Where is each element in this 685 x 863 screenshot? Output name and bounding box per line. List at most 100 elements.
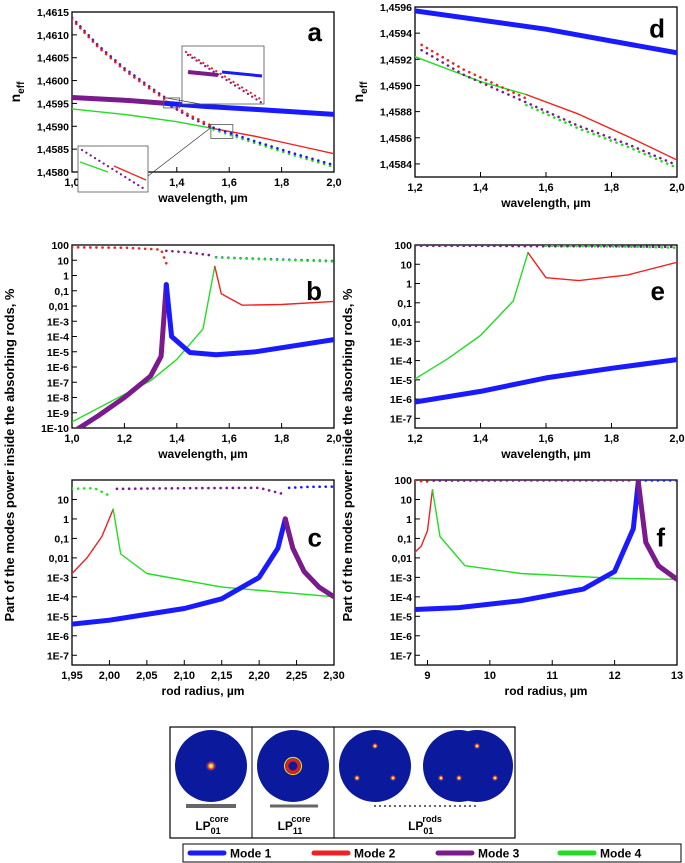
x-tick-label-a: 1,0 [64, 177, 79, 189]
chart-panel-b: 1,0 1,2 1,4 1,6 1,8 2,0 1E-10 1E-9 1E-8 1E-7 1E-6 1… [41, 240, 342, 461]
y-tick-label-b: 1E-5 [47, 347, 69, 359]
chart-panel-e: 1,2 1,4 1,6 1,8 2,0 1E-7 1E-6 1E-5 1E-4 1E-3 0,01 0… [390, 240, 685, 461]
x-tick-label-e: 1,4 [473, 433, 489, 445]
y-tick-label-e: 1 [406, 279, 412, 291]
y-tick-label-f: 0,1 [397, 533, 412, 545]
x-tick-label-b: 1,4 [169, 433, 185, 445]
x-axis-label-c: rod radius, µm [162, 684, 245, 698]
y-tick-label-d: 1,4592 [380, 54, 412, 66]
y-tick-label-b: 10 [57, 255, 69, 267]
series-line-d-mode-1 [415, 8, 677, 56]
y-tick-label-b: 100 [51, 240, 69, 252]
plot-frame-f [414, 479, 678, 666]
series-line-e-mode-1 [415, 357, 677, 405]
series-line-a-mode-2 [72, 17, 168, 102]
y-tick-label-c: 1 [63, 514, 69, 526]
series-line-f-mode-1 [415, 480, 641, 612]
series-line-a-mode-2 [212, 127, 334, 155]
mode-profile-spot [372, 743, 378, 749]
y-tick-label-c: 0,1 [54, 533, 69, 545]
x-tick-label-b: 1,6 [222, 433, 237, 445]
x-tick-label-e: 1,6 [538, 433, 553, 445]
y-tick-label-b: 1E-10 [41, 423, 69, 435]
x-axis-label-b: wavelength, µm [157, 447, 248, 461]
series-line-e-mode-3 [415, 245, 677, 249]
shared-y-axis-title: Part of the modes power inside the absor… [2, 288, 17, 621]
x-tick-label-c: 1,95 [61, 670, 82, 682]
series-line-d-mode-2 [420, 43, 528, 100]
inset-pointer-2 [147, 127, 212, 177]
chart-panel-f: 9 10 11 12 13 1E-7 1E-6 1E-5 1E-4 1E-3 0,01 0,1 1 10 1… [390, 475, 683, 698]
legend-label-2: Mode 2 [354, 847, 396, 861]
series-line-e-mode-4 [544, 245, 677, 249]
y-tick-label-b: 1E-6 [47, 362, 69, 374]
y-tick-label-f: 0,01 [392, 553, 413, 565]
inset-1-mode-1 [221, 70, 263, 78]
mode-profile-spot [492, 775, 498, 781]
x-tick-label-f: 10 [484, 670, 496, 682]
series-line-c-mode-1 [287, 485, 334, 490]
y-tick-label-a: 1,4615 [37, 7, 69, 19]
y-tick-label-e: 1E-4 [390, 356, 412, 368]
series-line-c-mode-4 [112, 508, 334, 598]
x-tick-label-a: 1,8 [274, 177, 289, 189]
y-tick-label-e: 1E-5 [390, 375, 412, 387]
x-tick-label-d: 2,0 [669, 182, 684, 194]
mode-profile-spot [438, 775, 444, 781]
zoom-marker-1 [163, 97, 181, 109]
y-tick-label-b: 1E-8 [47, 393, 69, 405]
legend-label-3: Mode 3 [478, 847, 520, 861]
y-tick-label-e: 10 [400, 259, 412, 271]
series-line-c-mode-1 [72, 516, 288, 627]
series-line-f-mode-2 [415, 480, 429, 483]
x-tick-label-a: 2,0 [326, 177, 341, 189]
y-tick-label-b: 1E-7 [47, 377, 69, 389]
panel-letter-c: c [308, 523, 322, 553]
inset-1-mode-3 [187, 70, 219, 77]
x-tick-label-c: 2,10 [174, 670, 195, 682]
x-tick-label-c: 2,30 [323, 670, 344, 682]
x-tick-label-b: 2,0 [326, 433, 341, 445]
series-line-c-mode-3 [282, 516, 334, 600]
y-tick-label-f: 1E-7 [390, 650, 412, 662]
inset-pointer-1 [166, 97, 201, 105]
series-line-b-mode-3 [165, 249, 215, 257]
series-line-b-mode-2 [72, 246, 168, 265]
y-tick-label-d: 1,4588 [380, 107, 412, 119]
zoom-marker-2 [210, 124, 234, 139]
lp11-core-label: LP11core [278, 814, 311, 836]
legend-label-1: Mode 1 [230, 847, 272, 861]
y-tick-label-d: 1,4596 [380, 2, 412, 14]
y-tick-label-a: 1,4590 [37, 121, 69, 133]
x-axis-label-f: rod radius, µm [505, 684, 588, 698]
y-tick-label-e: 0,1 [397, 298, 412, 310]
x-tick-label-f: 11 [546, 670, 558, 682]
y-tick-label-e: 0,01 [392, 317, 413, 329]
series-line-b-mode-1 [163, 282, 334, 358]
y-tick-label-f: 100 [394, 475, 412, 487]
x-tick-label-d: 1,6 [538, 182, 553, 194]
y-tick-label-a: 1,4605 [37, 53, 69, 65]
y-tick-label-b: 1E-9 [47, 408, 69, 420]
y-tick-label-c: 1E-6 [47, 631, 69, 643]
x-tick-label-f: 9 [424, 670, 430, 682]
y-tick-label-b: 1 [63, 271, 69, 283]
series-line-d-mode-3 [420, 48, 677, 167]
y-tick-label-d: 1,4590 [380, 80, 412, 92]
series-line-a-mode-4 [72, 108, 215, 130]
series-line-b-mode-4 [214, 256, 334, 263]
x-tick-label-d: 1,4 [473, 182, 489, 194]
series-line-a-mode-1 [212, 126, 334, 167]
mode-profile-disc [339, 730, 411, 802]
x-tick-label-c: 2,20 [248, 670, 269, 682]
y-tick-label-e: 1E-3 [390, 336, 412, 348]
lp01-rods-label: LP01rods [408, 814, 442, 836]
y-tick-label-a: 1,4585 [37, 144, 69, 156]
plot-frame-c [71, 479, 335, 666]
x-tick-label-e: 2,0 [669, 433, 684, 445]
y-tick-label-b: 0,1 [54, 286, 69, 298]
panel-letter-f: f [656, 523, 665, 553]
y-tick-label-a: 1,4610 [37, 30, 69, 42]
series-line-a-mode-1 [163, 100, 334, 117]
mode-profile-spot [456, 775, 462, 781]
